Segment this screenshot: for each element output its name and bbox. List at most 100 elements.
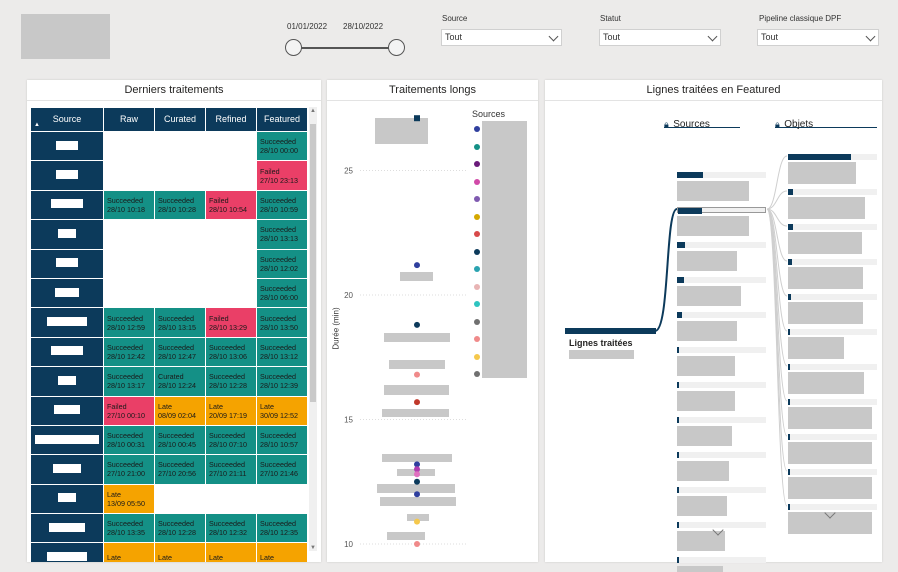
date-slider-start-handle[interactable] — [285, 39, 302, 56]
legend-dot[interactable] — [474, 231, 480, 237]
legend-dot[interactable] — [474, 301, 480, 307]
status-cell[interactable]: Succeeded 27/10 21:46 — [256, 454, 307, 485]
column-header-source[interactable]: Source ▲ — [30, 107, 104, 132]
table-row[interactable]: Late 13/09 05:50 — [30, 483, 307, 515]
status-cell[interactable]: Failed 28/10 13:29 — [205, 307, 257, 338]
source-cell[interactable] — [30, 189, 104, 221]
source-cell[interactable] — [30, 248, 104, 279]
source-node[interactable] — [677, 382, 766, 388]
status-cell[interactable]: Succeeded 28/10 13:15 — [154, 307, 206, 338]
table-row[interactable]: Succeeded 28/10 00:31 Succeeded 28/10 00:45… — [30, 424, 307, 456]
status-cell[interactable] — [103, 160, 155, 191]
legend-dot[interactable] — [474, 336, 480, 342]
legend-dot[interactable] — [474, 161, 480, 167]
root-node[interactable] — [565, 328, 656, 334]
status-cell[interactable] — [205, 248, 257, 279]
status-cell[interactable]: Succeeded 28/10 12:47 — [154, 336, 206, 368]
legend-dot[interactable] — [474, 213, 480, 220]
objet-node[interactable] — [788, 504, 877, 510]
source-node[interactable] — [677, 172, 766, 178]
status-cell[interactable]: Succeeded 28/10 12:02 — [256, 248, 307, 279]
status-cell[interactable]: Succeeded 28/10 00:31 — [103, 424, 155, 456]
pipeline-dropdown[interactable]: Tout — [757, 29, 879, 46]
source-cell[interactable] — [30, 160, 104, 191]
date-start[interactable]: 01/01/2022 — [287, 22, 328, 31]
status-cell[interactable] — [205, 219, 257, 250]
status-cell[interactable]: Succeeded 28/10 13:06 — [205, 336, 257, 368]
source-node[interactable] — [677, 347, 766, 353]
legend-dot[interactable] — [474, 196, 480, 202]
status-cell[interactable] — [103, 219, 155, 250]
source-cell[interactable] — [30, 395, 104, 426]
source-node[interactable] — [677, 207, 766, 214]
legend-dot[interactable] — [474, 178, 480, 185]
status-cell[interactable]: Succeeded 28/10 10:59 — [256, 189, 307, 221]
table-row[interactable]: Failed 27/10 23:13 — [30, 160, 307, 191]
objet-node[interactable] — [788, 189, 877, 195]
source-node[interactable] — [677, 242, 766, 248]
legend-dot[interactable] — [474, 353, 480, 360]
source-cell[interactable] — [30, 513, 104, 544]
status-cell[interactable]: Succeeded 28/10 12:28 — [154, 513, 206, 544]
status-cell[interactable]: Late — [256, 542, 307, 562]
status-cell[interactable]: Succeeded 28/10 13:17 — [103, 366, 155, 397]
status-cell[interactable] — [154, 160, 206, 191]
table-row[interactable]: Succeeded 28/10 10:18 Succeeded 28/10 10:28… — [30, 189, 307, 221]
source-cell[interactable] — [30, 219, 104, 250]
objet-node[interactable] — [788, 224, 877, 230]
status-cell[interactable]: Curated 28/10 12:24 — [154, 366, 206, 397]
source-node[interactable] — [677, 417, 766, 423]
table-row[interactable]: Succeeded 28/10 12:02 — [30, 248, 307, 279]
status-cell[interactable]: Succeeded 27/10 21:00 — [103, 454, 155, 485]
source-dropdown[interactable]: Tout — [441, 29, 562, 46]
status-cell[interactable]: Succeeded 28/10 12:42 — [103, 336, 155, 368]
source-cell[interactable] — [30, 336, 104, 368]
source-cell[interactable] — [30, 424, 104, 456]
status-cell[interactable] — [205, 130, 257, 162]
objet-node[interactable] — [788, 329, 877, 335]
source-node[interactable] — [677, 487, 766, 493]
legend-dot[interactable] — [474, 266, 480, 272]
source-cell[interactable] — [30, 542, 104, 562]
objets-column-header[interactable]: 🔒︎ Objets — [775, 114, 877, 130]
status-cell[interactable]: Succeeded 28/10 13:13 — [256, 219, 307, 250]
sort-ascending-icon[interactable]: ▲ — [34, 122, 40, 128]
date-slider-track[interactable] — [293, 47, 397, 49]
status-cell[interactable]: Succeeded 28/10 10:28 — [154, 189, 206, 221]
status-cell[interactable] — [256, 483, 307, 515]
legend-dot[interactable] — [474, 371, 480, 377]
status-cell[interactable]: Succeeded 28/10 12:59 — [103, 307, 155, 338]
column-header-refined[interactable]: Refined — [205, 107, 257, 132]
status-cell[interactable] — [154, 483, 206, 515]
legend-dot[interactable] — [474, 143, 480, 150]
date-end[interactable]: 28/10/2022 — [343, 22, 384, 31]
statut-dropdown[interactable]: Tout — [599, 29, 721, 46]
status-cell[interactable]: Succeeded 28/10 12:35 — [256, 513, 307, 544]
status-cell[interactable]: Succeeded 28/10 13:35 — [103, 513, 155, 544]
scroll-up-icon[interactable]: ▲ — [310, 108, 316, 114]
source-cell[interactable] — [30, 307, 104, 338]
status-cell[interactable]: Succeeded 28/10 00:45 — [154, 424, 206, 456]
source-node[interactable] — [677, 312, 766, 318]
objet-node[interactable] — [788, 469, 877, 475]
objet-node[interactable] — [788, 294, 877, 300]
source-cell[interactable] — [30, 277, 104, 309]
status-cell[interactable]: Late 20/09 17:19 — [205, 395, 257, 426]
date-slider-end-handle[interactable] — [388, 39, 405, 56]
status-cell[interactable]: Failed 28/10 10:54 — [205, 189, 257, 221]
source-cell[interactable] — [30, 130, 104, 162]
status-cell[interactable]: Late — [103, 542, 155, 562]
source-node[interactable] — [677, 522, 766, 528]
date-range-slicer[interactable]: 01/01/2022 28/10/2022 — [283, 18, 403, 63]
table-row[interactable]: Succeeded 28/10 12:59 Succeeded 28/10 13:15… — [30, 307, 307, 338]
status-cell[interactable]: Succeeded 27/10 20:56 — [154, 454, 206, 485]
status-cell[interactable] — [154, 248, 206, 279]
status-cell[interactable]: Succeeded 28/10 07:10 — [205, 424, 257, 456]
status-cell[interactable] — [154, 277, 206, 309]
status-cell[interactable]: Succeeded 27/10 21:11 — [205, 454, 257, 485]
status-cell[interactable] — [154, 130, 206, 162]
status-cell[interactable]: Succeeded 28/10 10:18 — [103, 189, 155, 221]
status-cell[interactable]: Failed 27/10 00:10 — [103, 395, 155, 426]
status-cell[interactable] — [154, 219, 206, 250]
scroll-down-icon[interactable]: ▼ — [310, 545, 316, 551]
